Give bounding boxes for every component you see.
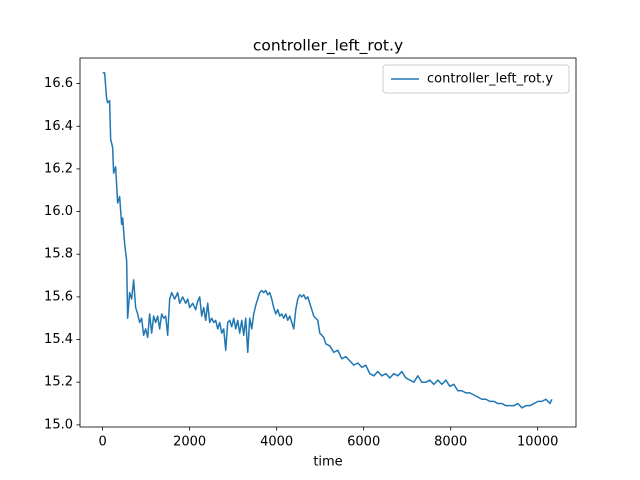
y-tick-label: 15.6 xyxy=(44,289,73,304)
chart-title: controller_left_rot.y xyxy=(253,37,403,56)
y-tick-label: 16.4 xyxy=(44,119,73,134)
x-tick-label: 10000 xyxy=(517,435,558,450)
x-tick-label: 0 xyxy=(98,435,106,450)
x-tick-label: 2000 xyxy=(173,435,206,450)
y-tick-label: 16.2 xyxy=(44,161,73,176)
y-tick-label: 15.0 xyxy=(44,417,73,432)
x-tick-label: 8000 xyxy=(434,435,467,450)
axes-frame xyxy=(79,57,577,428)
legend-box xyxy=(382,64,570,94)
x-tick-label: 4000 xyxy=(260,435,293,450)
x-axis-label: time xyxy=(313,455,342,470)
data-line xyxy=(102,72,553,409)
legend: controller_left_rot.y xyxy=(382,64,570,94)
y-tick-label: 16.0 xyxy=(44,204,73,219)
y-tick-label: 15.8 xyxy=(44,247,73,262)
y-tick-label: 15.4 xyxy=(44,332,73,347)
legend-label: controller_left_rot.y xyxy=(427,72,553,87)
x-tick-label: 6000 xyxy=(347,435,380,450)
y-tick-label: 16.6 xyxy=(44,76,73,91)
y-tick-label: 15.2 xyxy=(44,375,73,390)
